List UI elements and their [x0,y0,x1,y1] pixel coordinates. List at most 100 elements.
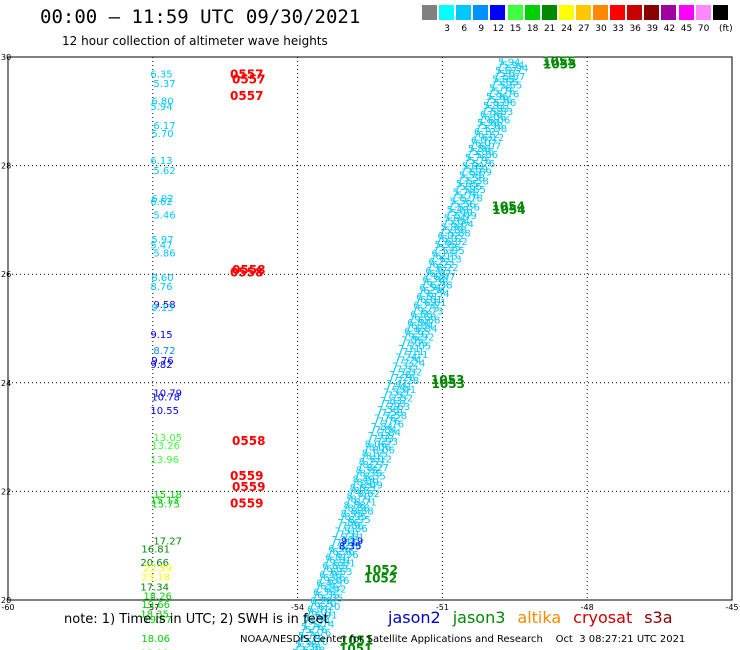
wave-height-value: 8.27 [359,457,381,468]
wave-height-value: 5.76 [309,628,331,639]
satellite-legend: jason2 jason3 altika cryosat s3a [388,608,685,627]
wave-height-value: 6.07 [479,142,501,153]
wave-height-value: 6.06 [488,115,510,126]
wave-height-value: 8.49 [357,477,379,488]
wave-height-value: 6.02 [442,234,464,245]
pass-time-label: 1051 [340,634,373,648]
pass-time-label: 1051 [339,642,372,650]
wave-height-value: 7.05 [409,341,431,352]
wave-height-value: 7.32 [392,361,414,372]
wave-height-value: 6.63 [326,564,348,575]
wave-height-value: 6.01 [311,608,333,619]
wave-height-value: 18.06 [141,634,170,645]
latitude-tick-label: 26 [1,270,11,279]
wave-height-value: 8.12 [370,454,392,465]
wave-height-value: 5.74 [308,616,330,627]
color-scale-label: 45 [680,24,693,34]
wave-height-value: 7.93 [372,434,394,445]
wave-height-value: 8.49 [353,474,375,485]
wave-height-value: 10.78 [151,392,180,403]
wave-height-value: 6.84 [411,321,433,332]
wave-height-value: 6.47 [429,269,451,280]
wave-height-value: 7.11 [398,344,420,355]
wave-height-value: 7.41 [394,385,416,396]
wave-height-value: 5.74 [312,619,334,630]
wave-height-value: 6.42 [320,582,342,593]
wave-height-value: 8.62 [350,483,372,494]
wave-height-value: 5.97 [151,235,173,246]
wave-height-value: 6.46 [323,573,345,584]
wave-height-value: 7.86 [337,518,359,529]
wave-height-value: 19.66 [141,600,170,611]
wave-height-value: 6.96 [332,547,354,558]
wave-height-value: 8.95 [348,515,370,526]
wave-height-value: 7.32 [400,367,422,378]
wave-height-value: 5.70 [298,631,320,642]
wave-height-value: 5.64 [444,214,466,225]
wave-height-value: 8.71 [355,498,377,509]
wave-height-value: 6.92 [412,333,434,344]
wave-height-value: 6.38 [426,278,448,289]
wave-height-value: 6.54 [427,289,449,300]
wave-height-value: 20.66 [140,558,169,569]
wave-height-value: 6.61 [416,292,438,303]
wave-height-value: 6.38 [422,275,444,286]
longitude-tick-label: -51 [436,603,449,612]
wave-height-value: 5.86 [472,147,494,158]
wave-height-value: 6.68 [414,312,436,323]
wave-height-value: 6.06 [480,109,502,120]
color-swatch [575,5,591,20]
wave-height-value: 6.63 [322,561,344,572]
wave-height-value: 6.01 [315,611,337,622]
wave-height-value: 7.28 [389,370,411,381]
longitude-tick-label: -54 [291,603,304,612]
color-scale-label: 12 [492,24,505,34]
wave-height-value: 6.20 [310,596,332,607]
wave-height-value: 7.24 [395,353,417,364]
wave-height-value: 6.35 [150,69,172,80]
wave-height-value: 5.76 [301,622,323,633]
wave-height-value: 7.28 [397,376,419,387]
wave-height-value: 7.58 [377,405,399,416]
wave-height-value: 22.59 [143,563,172,574]
wave-height-value: 5.88 [449,228,471,239]
wave-height-value: 7.51 [342,532,364,543]
wave-height-value: 19.67 [143,615,172,626]
wave-height-value: 5.94 [506,63,528,74]
wave-height-value: 8.88 [343,500,365,511]
wave-height-value: 5.94 [498,57,520,68]
wave-height-value: 7.52 [387,390,409,401]
wave-height-value: 6.92 [408,330,430,341]
wave-height-value: 5.86 [153,248,175,259]
wave-height-value: 5.06 [292,648,314,650]
wave-height-value: 6.42 [316,579,338,590]
wave-height-value: 5.65 [460,182,482,193]
wave-height-value: 6.47 [425,266,447,277]
longitude-tick-label: -48 [581,603,594,612]
wave-height-value: 7.58 [381,408,403,419]
wave-height-value: 6.35 [317,590,339,601]
wave-height-value: 8.60 [151,273,173,284]
wave-height-value: 8.49 [361,480,383,491]
wave-height-value: 5.56 [450,196,472,207]
wave-height-value: 8.06 [369,443,391,454]
wave-height-value: 6.84 [407,318,429,329]
wave-height-value: 7.84 [371,422,393,433]
pass-time-label: 0558 [232,434,265,448]
legend-item-altika: altika [517,608,562,627]
wave-height-value: 5.37 [153,79,175,90]
pass-time-label: 0559 [230,496,263,510]
color-swatch [661,5,677,20]
wave-height-value: 5.74 [304,613,326,624]
pass-time-label: 1053 [431,373,464,387]
wave-height-value: 8.27 [367,463,389,474]
wave-height-value: 6.46 [327,576,349,587]
footnote: note: 1) Time is in UTC; 2) SWH is in fe… [64,612,329,627]
wave-height-value: 5.49 [447,205,469,216]
latitude-tick-label: 22 [1,487,11,496]
longitude-tick-label: -45 [725,603,738,612]
wave-height-value: 7.11 [406,350,428,361]
wave-height-value: 17.34 [140,582,169,593]
wave-height-value: 6.84 [415,324,437,335]
